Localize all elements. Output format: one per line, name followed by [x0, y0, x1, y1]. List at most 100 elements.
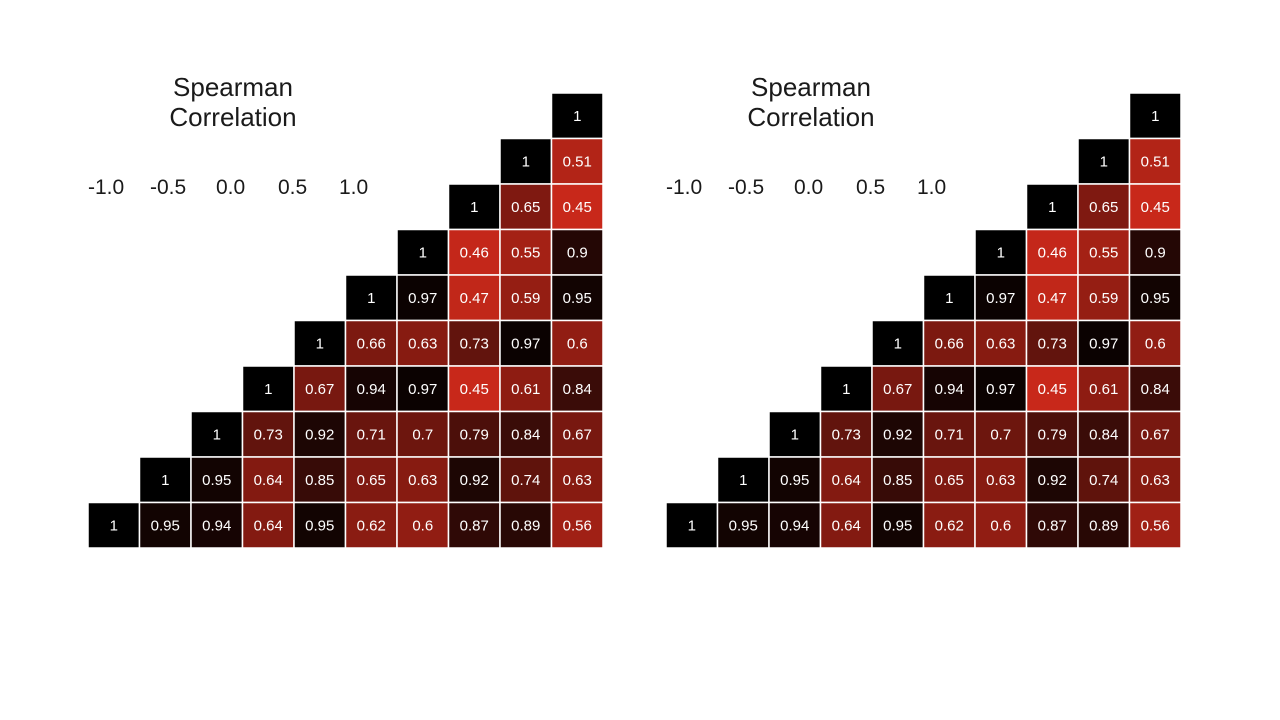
heatmap-cell: 0.67	[1128, 410, 1182, 458]
heatmap-cell-label: 0.71	[357, 426, 386, 443]
chart-title-line-2: Correlation	[169, 102, 297, 132]
heatmap-cell-rect	[550, 137, 604, 185]
heatmap-cell-label: 1	[997, 244, 1005, 261]
heatmap-cell: 0.45	[550, 183, 604, 231]
heatmap-cell-label: 0.64	[832, 472, 861, 489]
heatmap-cell-label: 0.55	[511, 244, 540, 261]
heatmap-cell: 1	[447, 183, 501, 231]
color-scale-tick: -1.0	[666, 176, 703, 199]
heatmap-cell-label: 0.97	[1089, 335, 1118, 352]
heatmap-cell: 1	[550, 92, 604, 140]
heatmap-cell-rect	[447, 410, 501, 458]
heatmap-cell: 0.45	[1128, 183, 1182, 231]
heatmap-cell-rect	[819, 501, 873, 549]
heatmap-cell-label: 0.7	[412, 426, 433, 443]
heatmap-cell-label: 1	[894, 335, 902, 352]
heatmap-cell-rect	[1128, 137, 1182, 185]
heatmap-cell-rect	[447, 274, 501, 322]
heatmap-cell-label: 1	[1100, 153, 1108, 170]
heatmap-cell: 0.65	[499, 183, 553, 231]
heatmap-cell-label: 0.95	[305, 517, 334, 534]
heatmap-cell-label: 0.65	[935, 472, 964, 489]
heatmap-cell-label: 0.67	[305, 381, 334, 398]
heatmap-cell-label: 0.59	[511, 290, 540, 307]
heatmap-cell-rect	[1077, 319, 1131, 367]
heatmap-cell: 0.73	[447, 319, 501, 367]
heatmap-cell-rect	[1077, 228, 1131, 276]
heatmap-cell: 0.95	[138, 501, 192, 549]
heatmap-cell: 0.65	[1077, 183, 1131, 231]
heatmap-cell-rect	[1128, 456, 1182, 504]
heatmap-cell: 0.6	[550, 319, 604, 367]
heatmap-cell-label: 0.84	[1089, 426, 1118, 443]
heatmap-cell-rect	[819, 365, 873, 413]
heatmap-cell-rect	[550, 319, 604, 367]
heatmap-cell: 0.71	[344, 410, 398, 458]
color-scale-tick: 0.0	[216, 176, 246, 199]
heatmap-cell-label: 0.67	[1141, 426, 1170, 443]
heatmap-cell: 1	[768, 410, 822, 458]
heatmap-cell-label: 0.56	[563, 517, 592, 534]
heatmap-cell-label: 0.73	[1038, 335, 1067, 352]
heatmap-cell-label: 0.63	[563, 472, 592, 489]
heatmap-cell: 0.97	[396, 274, 450, 322]
heatmap-cell: 0.89	[499, 501, 553, 549]
heatmap-cell: 0.73	[241, 410, 295, 458]
heatmap-cell: 0.67	[871, 365, 925, 413]
heatmap-cell: 0.94	[344, 365, 398, 413]
heatmap-cell: 0.73	[1025, 319, 1079, 367]
color-scale-tick: 1.0	[339, 176, 369, 199]
heatmap-cell: 0.92	[871, 410, 925, 458]
heatmap-cell: 1	[1128, 92, 1182, 140]
heatmap-cell: 0.56	[1128, 501, 1182, 549]
heatmap-cell: 0.79	[447, 410, 501, 458]
heatmap-cell-rect	[396, 365, 450, 413]
heatmap-cell-rect	[344, 456, 398, 504]
heatmap-cell-label: 0.67	[563, 426, 592, 443]
heatmap-cell: 0.46	[447, 228, 501, 276]
heatmap-cell-label: 0.92	[1038, 472, 1067, 489]
heatmap-cell: 0.97	[974, 274, 1028, 322]
chart-title: Spearman Correlation	[731, 72, 891, 132]
heatmap-cell-label: 0.65	[1089, 199, 1118, 216]
heatmap-cell-label: 0.47	[1038, 290, 1067, 307]
heatmap-cell-label: 0.95	[1141, 290, 1170, 307]
heatmap-cell-label: 0.94	[935, 381, 964, 398]
heatmap-cell: 0.63	[1128, 456, 1182, 504]
heatmap-cell-label: 0.65	[357, 472, 386, 489]
heatmap-cell-rect	[1128, 274, 1182, 322]
heatmap-cell-label: 0.97	[408, 290, 437, 307]
heatmap-cell-rect	[499, 501, 553, 549]
heatmap-cell-label: 0.45	[1141, 199, 1170, 216]
heatmap-cell: 0.97	[396, 365, 450, 413]
heatmap-cell-label: 0.64	[254, 472, 283, 489]
heatmap-cell-label: 0.92	[460, 472, 489, 489]
heatmap-cell-rect	[447, 228, 501, 276]
heatmap-cell-label: 0.65	[511, 199, 540, 216]
heatmap-cell-label: 0.45	[1038, 381, 1067, 398]
heatmap-cell-rect	[1128, 319, 1182, 367]
heatmap-cell: 0.89	[1077, 501, 1131, 549]
heatmap-cell: 0.51	[550, 137, 604, 185]
heatmap-cell-rect	[550, 501, 604, 549]
heatmap-cell-label: 0.79	[460, 426, 489, 443]
heatmap-cell-rect	[1128, 92, 1182, 140]
heatmap-cell-label: 0.63	[986, 472, 1015, 489]
heatmap-cell-rect	[1025, 410, 1079, 458]
heatmap-cell: 0.63	[974, 456, 1028, 504]
heatmap-cell: 0.46	[1025, 228, 1079, 276]
heatmap-cell: 0.7	[396, 410, 450, 458]
heatmap-cell-label: 0.94	[357, 381, 386, 398]
heatmap-cell-label: 0.89	[511, 517, 540, 534]
heatmap-cell: 0.74	[499, 456, 553, 504]
heatmap-cell: 0.84	[1077, 410, 1131, 458]
heatmap-cell: 0.7	[974, 410, 1028, 458]
heatmap-cell: 1	[716, 456, 770, 504]
heatmap-cell-label: 0.51	[563, 153, 592, 170]
heatmap-cell-label: 0.92	[305, 426, 334, 443]
heatmap-cell-label: 0.55	[1089, 244, 1118, 261]
heatmap-cell-rect	[922, 501, 976, 549]
heatmap-cell: 0.95	[768, 456, 822, 504]
heatmap-cell: 0.6	[396, 501, 450, 549]
heatmap-cell: 0.62	[922, 501, 976, 549]
